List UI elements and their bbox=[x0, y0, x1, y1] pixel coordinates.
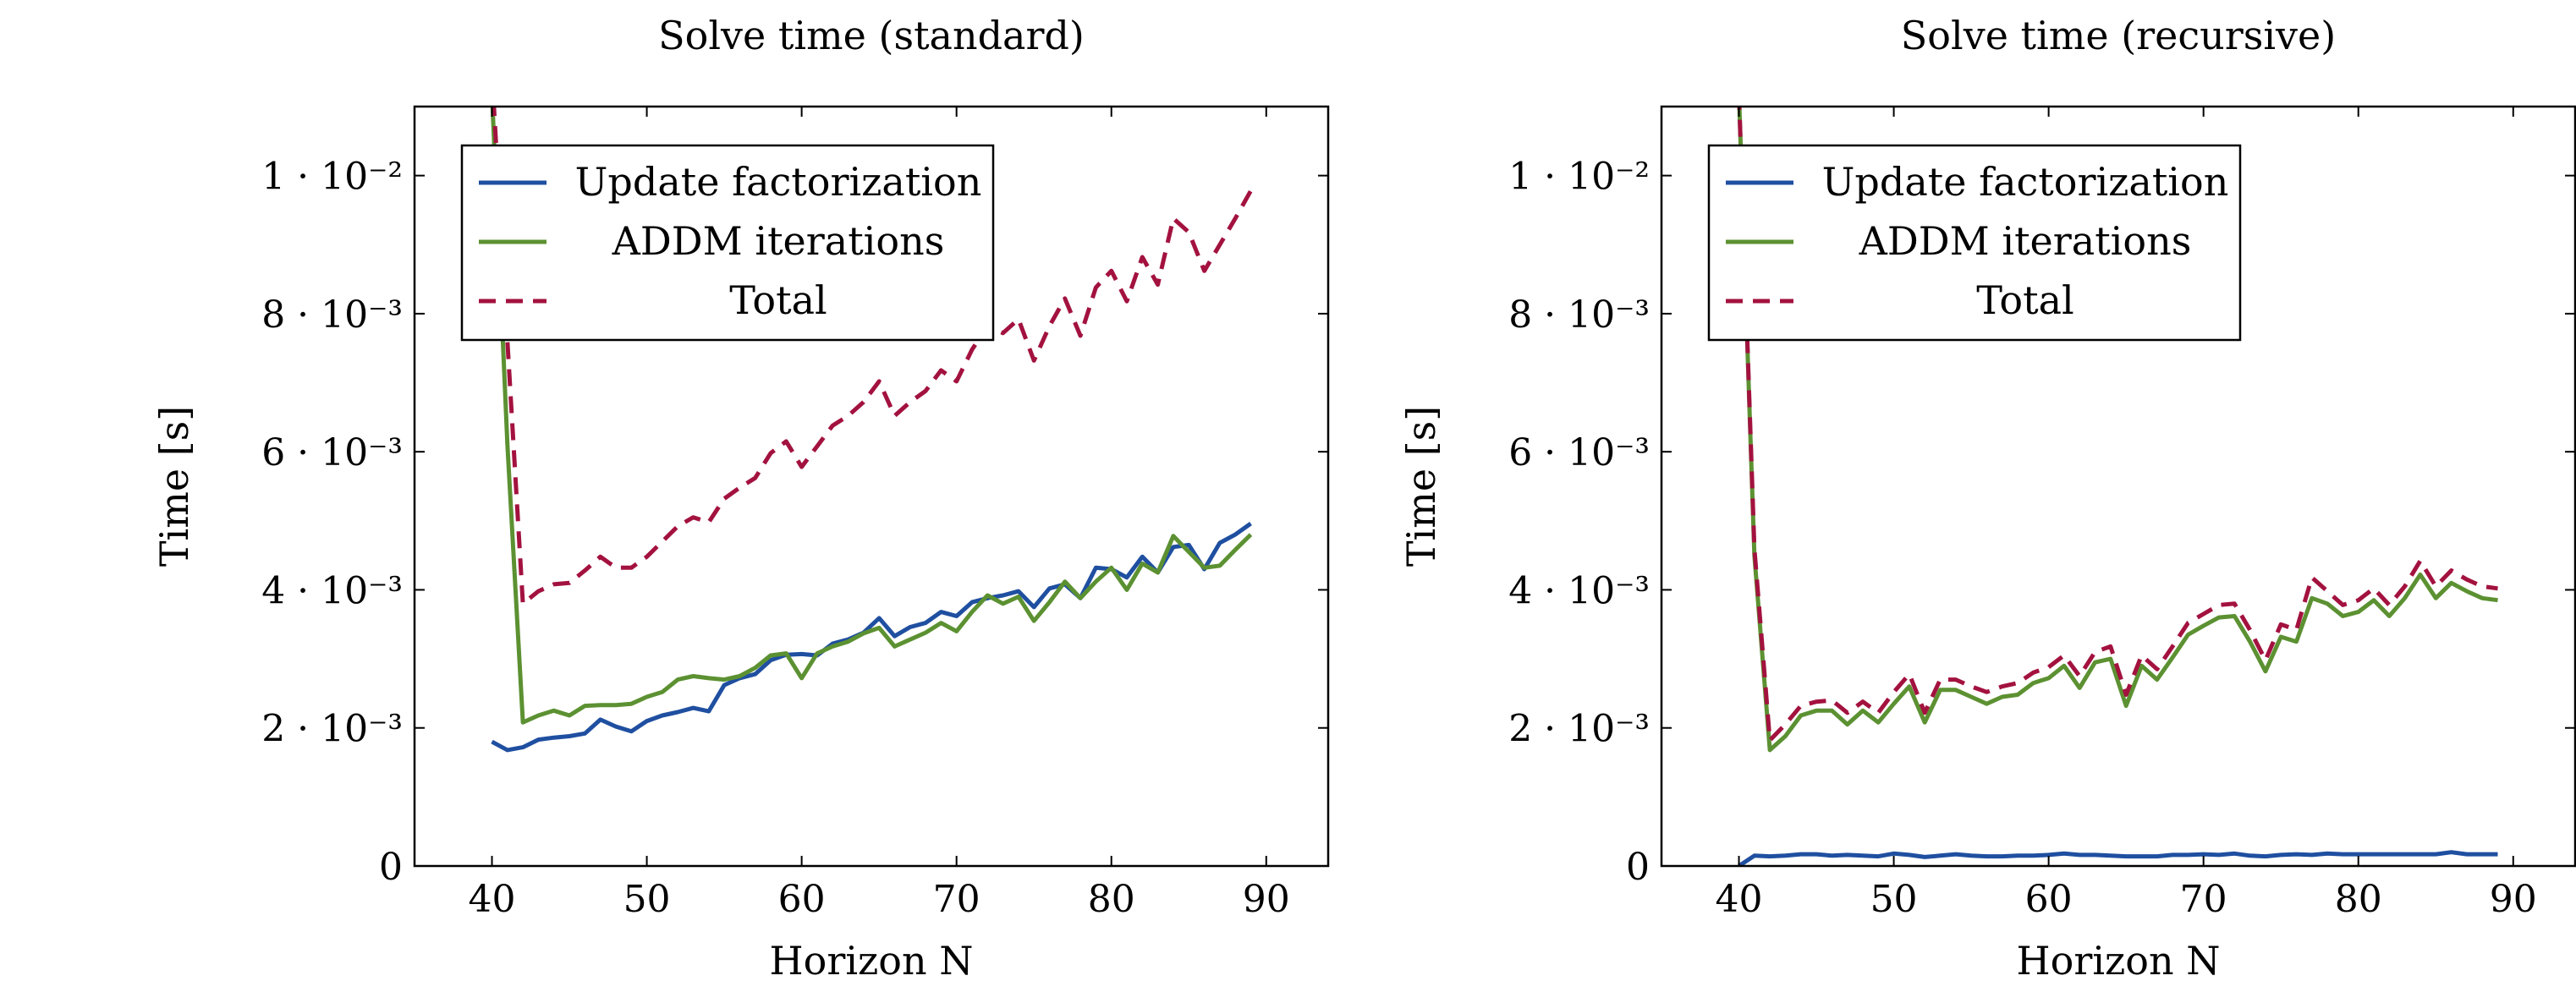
x-tick-label: 40 bbox=[1716, 878, 1763, 921]
legend-box bbox=[1707, 144, 2242, 342]
y-tick-label: 6 · 10⁻³ bbox=[261, 431, 403, 474]
series-layer bbox=[490, 107, 1253, 753]
y-tick-label: 4 · 10⁻³ bbox=[261, 569, 403, 612]
legend-label-update-factorization: Update factorization bbox=[575, 159, 982, 205]
y-tick-label: 1 · 10⁻² bbox=[1508, 156, 1650, 199]
legend-label-addm-iterations: ADDM iterations bbox=[1859, 218, 2192, 264]
x-tick-label: 40 bbox=[469, 878, 516, 921]
x-tick-label: 90 bbox=[2490, 878, 2537, 921]
x-tick-label: 50 bbox=[1870, 878, 1918, 921]
legend: Update factorization ADDM iterations Total bbox=[460, 144, 995, 342]
x-tick-label: 80 bbox=[1088, 878, 1135, 921]
y-tick-label: 4 · 10⁻³ bbox=[1508, 569, 1650, 612]
y-tick-label: 0 bbox=[1626, 846, 1650, 889]
y-tick-label: 2 · 10⁻³ bbox=[261, 708, 403, 751]
y-tick-label: 6 · 10⁻³ bbox=[1508, 431, 1650, 474]
y-tick-label: 8 · 10⁻³ bbox=[261, 293, 403, 337]
plot-frame bbox=[1660, 105, 2576, 868]
y-tick-label: 0 bbox=[379, 846, 403, 889]
y-tick-label: 1 · 10⁻² bbox=[261, 156, 403, 199]
legend: Update factorization ADDM iterations Total bbox=[1707, 144, 2242, 342]
addm-iterations-line bbox=[1737, 107, 2498, 753]
x-tick-label: 80 bbox=[2335, 878, 2382, 921]
chart-title: Solve time (standard) bbox=[658, 13, 1085, 58]
update-factorization-line bbox=[491, 522, 1252, 753]
legend-label-total: Total bbox=[729, 277, 827, 323]
x-axis: 40 50 60 70 80 90 bbox=[1716, 107, 2537, 921]
x-tick-label: 60 bbox=[2025, 878, 2073, 921]
update-factorization-line bbox=[1738, 850, 2498, 866]
y-axis: 0 2 · 10⁻³ 4 · 10⁻³ 6 · 10⁻³ 8 · 10⁻³ 1 · 10⁻… bbox=[261, 156, 1328, 889]
x-axis-label: Horizon N bbox=[770, 938, 974, 984]
series-layer bbox=[1737, 107, 2498, 866]
x-tick-label: 50 bbox=[623, 878, 671, 921]
y-axis-label: Time [s] bbox=[151, 406, 197, 567]
x-tick-label: 70 bbox=[2180, 878, 2227, 921]
legend-label-total: Total bbox=[1976, 277, 2073, 323]
chart-title: Solve time (recursive) bbox=[1901, 13, 2336, 58]
y-tick-label: 8 · 10⁻³ bbox=[1508, 293, 1650, 337]
total-line bbox=[492, 107, 1253, 606]
total-line bbox=[1737, 107, 2498, 743]
chart-panel-recursive: Solve time (recursive) 40 50 60 70 80 90 0 2 ·… bbox=[1398, 13, 2576, 984]
y-tick-label: 2 · 10⁻³ bbox=[1508, 708, 1650, 751]
legend-box bbox=[460, 144, 995, 342]
y-axis: 0 2 · 10⁻³ 4 · 10⁻³ 6 · 10⁻³ 8 · 10⁻³ 1 · 10⁻… bbox=[1508, 156, 2575, 889]
y-axis-label: Time [s] bbox=[1398, 406, 1444, 567]
plot-frame bbox=[413, 105, 1330, 868]
x-axis: 40 50 60 70 80 90 bbox=[469, 107, 1290, 921]
x-tick-label: 70 bbox=[933, 878, 980, 921]
addm-iterations-line bbox=[490, 107, 1253, 725]
x-tick-label: 90 bbox=[1243, 878, 1290, 921]
x-tick-label: 60 bbox=[778, 878, 826, 921]
legend-label-addm-iterations: ADDM iterations bbox=[612, 218, 945, 264]
x-axis-label: Horizon N bbox=[2017, 938, 2221, 984]
chart-panel-standard: Solve time (standard) 40 50 60 70 80 90 0 2 · … bbox=[151, 13, 1330, 984]
legend-label-update-factorization: Update factorization bbox=[1822, 159, 2229, 205]
